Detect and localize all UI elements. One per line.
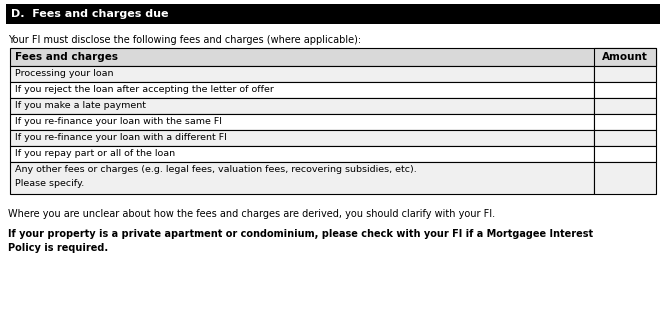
Text: Policy is required.: Policy is required. (8, 243, 108, 253)
Text: Any other fees or charges (e.g. legal fees, valuation fees, recovering subsidies: Any other fees or charges (e.g. legal fe… (15, 165, 417, 175)
Bar (594, 82, 656, 98)
Text: Where you are unclear about how the fees and charges are derived, you should cla: Where you are unclear about how the fees… (8, 209, 495, 219)
Bar (594, 130, 656, 146)
Bar (10, 146, 594, 162)
Text: Fees and charges: Fees and charges (15, 52, 118, 62)
Bar (10, 66, 594, 82)
Text: If you repay part or all of the loan: If you repay part or all of the loan (15, 149, 175, 159)
Text: Amount: Amount (602, 52, 648, 62)
Bar (594, 98, 656, 114)
Bar (10, 98, 594, 114)
Bar (594, 66, 656, 82)
Bar (6, 4, 660, 24)
Text: D.  Fees and charges due: D. Fees and charges due (11, 9, 168, 19)
Text: If you re-finance your loan with the same FI: If you re-finance your loan with the sam… (15, 117, 222, 127)
Bar (10, 162, 594, 194)
Bar (594, 162, 656, 194)
Text: If your property is a private apartment or condominium, please check with your F: If your property is a private apartment … (8, 229, 593, 239)
Text: Processing your loan: Processing your loan (15, 69, 113, 78)
Text: If you re-finance your loan with a different FI: If you re-finance your loan with a diffe… (15, 133, 227, 143)
Bar (10, 114, 594, 130)
Text: If you make a late payment: If you make a late payment (15, 101, 146, 111)
Bar (594, 48, 656, 66)
Bar (594, 114, 656, 130)
Text: Please specify.: Please specify. (15, 180, 85, 188)
Bar (10, 82, 594, 98)
Bar (594, 146, 656, 162)
Text: Your FI must disclose the following fees and charges (where applicable):: Your FI must disclose the following fees… (8, 35, 361, 45)
Bar (10, 130, 594, 146)
Text: If you reject the loan after accepting the letter of offer: If you reject the loan after accepting t… (15, 85, 274, 95)
Bar (10, 48, 656, 66)
